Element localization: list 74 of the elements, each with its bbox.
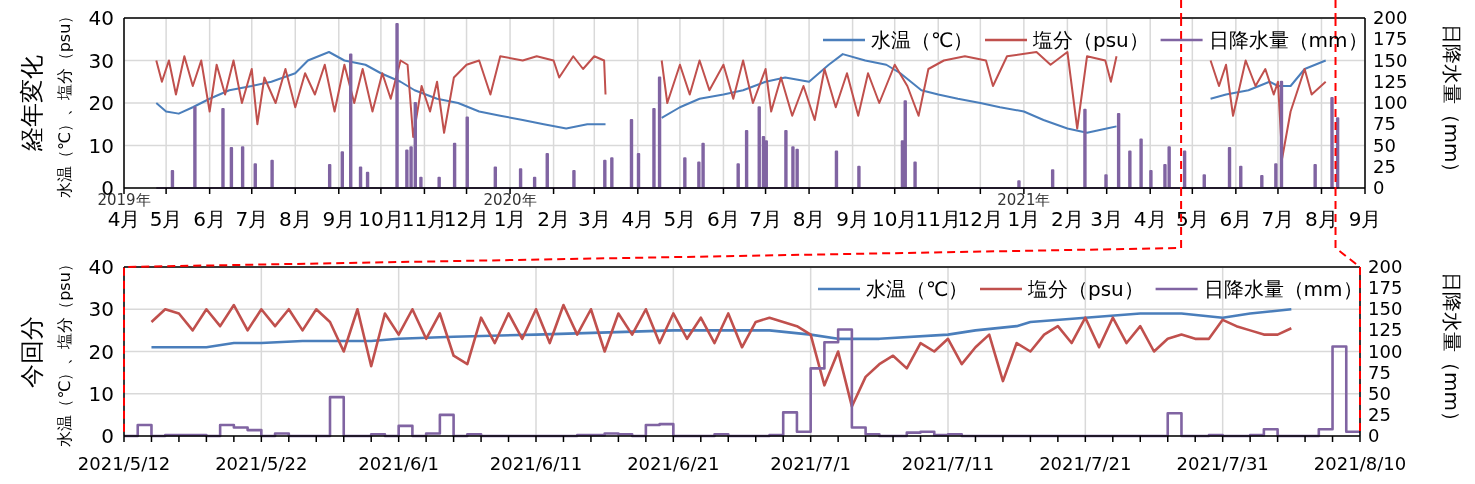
x-tick-label: 5月 bbox=[149, 207, 183, 231]
x-tick-label: 8月 bbox=[278, 207, 312, 231]
y2-tick-label: 50 bbox=[1373, 134, 1396, 156]
y2-tick-label: 25 bbox=[1373, 155, 1396, 177]
y2-tick-label: 175 bbox=[1368, 277, 1403, 299]
x-tick-label: 12月 bbox=[443, 207, 490, 231]
y2-tick-label: 100 bbox=[1373, 92, 1408, 113]
x-tick-label: 10月 bbox=[871, 207, 918, 231]
legend-label: 日降水量（mm） bbox=[1203, 277, 1363, 301]
text: 経年変化 bbox=[18, 55, 46, 152]
y2-tick-label: 200 bbox=[1373, 7, 1408, 28]
y-tick-label: 0 bbox=[101, 424, 114, 448]
x-tick-label: 10月 bbox=[358, 207, 404, 231]
x-tick-label: 2021/6/21 bbox=[627, 453, 720, 474]
y2-tick-label: 175 bbox=[1373, 28, 1408, 50]
x-tick-label: 2021/6/1 bbox=[358, 453, 440, 474]
x-tick-label: 2021/7/21 bbox=[1039, 453, 1132, 474]
x-tick-label: 2021/7/1 bbox=[770, 453, 852, 474]
x-tick-label: 2月 bbox=[537, 207, 570, 231]
y-tick-label: 30 bbox=[88, 297, 114, 322]
x-tick-label: 8月 bbox=[792, 207, 826, 231]
legend-label: 水温（℃） bbox=[871, 28, 974, 52]
y-tick-label: 40 bbox=[88, 6, 114, 30]
y2-tick-label: 150 bbox=[1368, 298, 1403, 320]
x-tick-label: 6月 bbox=[707, 207, 740, 231]
legend-label: 水温（℃） bbox=[866, 277, 969, 301]
x-tick-label: 12月 bbox=[957, 207, 1004, 231]
y-tick-label: 10 bbox=[88, 133, 114, 158]
y-axis-title: 水温（℃）、塩分（psu） bbox=[55, 256, 74, 447]
y-tick-label: 10 bbox=[88, 381, 114, 406]
x-tick-label: 2021/8/10 bbox=[1313, 453, 1407, 474]
x-tick-label: 6月 bbox=[193, 207, 226, 231]
x-tick-label: 4月 bbox=[621, 207, 655, 231]
x-tick-label: 4月 bbox=[1133, 207, 1167, 231]
x-tick-label: 9月 bbox=[1348, 207, 1382, 231]
x-tick-label: 2021/7/31 bbox=[1176, 453, 1269, 474]
y-tick-label: 30 bbox=[88, 48, 114, 73]
x-tick-label: 2021/5/22 bbox=[215, 453, 308, 474]
y2-tick-label: 100 bbox=[1368, 340, 1403, 362]
x-tick-label: 7月 bbox=[1261, 207, 1295, 231]
x-tick-label: 2021/5/12 bbox=[77, 453, 171, 474]
y-tick-label: 40 bbox=[88, 255, 114, 279]
y2-tick-label: 0 bbox=[1368, 425, 1380, 446]
legend-label: 日降水量（mm） bbox=[1208, 28, 1368, 52]
y2-tick-label: 150 bbox=[1373, 49, 1408, 71]
y-axis-title: 水温（℃）、塩分（psu） bbox=[55, 7, 74, 199]
y2-tick-label: 125 bbox=[1373, 70, 1408, 92]
y2-axis-title: 日降水量（mm） bbox=[1440, 23, 1464, 183]
y-tick-label: 20 bbox=[88, 339, 114, 364]
legend-label: 塩分（psu） bbox=[1027, 277, 1144, 301]
x-tick-label: 2021/7/11 bbox=[901, 453, 995, 474]
legend-label: 塩分（psu） bbox=[1032, 28, 1149, 52]
x-tick-label: 3月 bbox=[1090, 207, 1124, 231]
text: 今回分 bbox=[18, 315, 46, 388]
x-tick-label: 2021/6/11 bbox=[489, 453, 583, 474]
y2-tick-label: 125 bbox=[1368, 319, 1403, 341]
x-tick-label: 9月 bbox=[836, 207, 869, 231]
x-tick-label: 7月 bbox=[235, 207, 269, 231]
x-tick-label: 6月 bbox=[1219, 207, 1253, 231]
x-tick-label: 7月 bbox=[749, 207, 782, 231]
y2-tick-label: 200 bbox=[1368, 256, 1403, 277]
y2-axis-title: 日降水量（mm） bbox=[1440, 272, 1464, 431]
x-tick-label: 5月 bbox=[663, 207, 697, 231]
y2-tick-label: 75 bbox=[1373, 113, 1396, 135]
x-tick-label: 3月 bbox=[577, 207, 611, 231]
y-tick-label: 20 bbox=[88, 91, 114, 115]
y2-tick-label: 50 bbox=[1368, 382, 1391, 404]
y2-tick-label: 75 bbox=[1368, 361, 1391, 383]
y2-tick-label: 0 bbox=[1373, 177, 1385, 198]
y2-tick-label: 25 bbox=[1368, 403, 1391, 425]
x-tick-label: 8月 bbox=[1305, 207, 1338, 231]
x-tick-label: 9月 bbox=[322, 207, 356, 231]
x-tick-label: 5月 bbox=[1175, 207, 1209, 231]
x-tick-label: 2月 bbox=[1051, 207, 1084, 231]
